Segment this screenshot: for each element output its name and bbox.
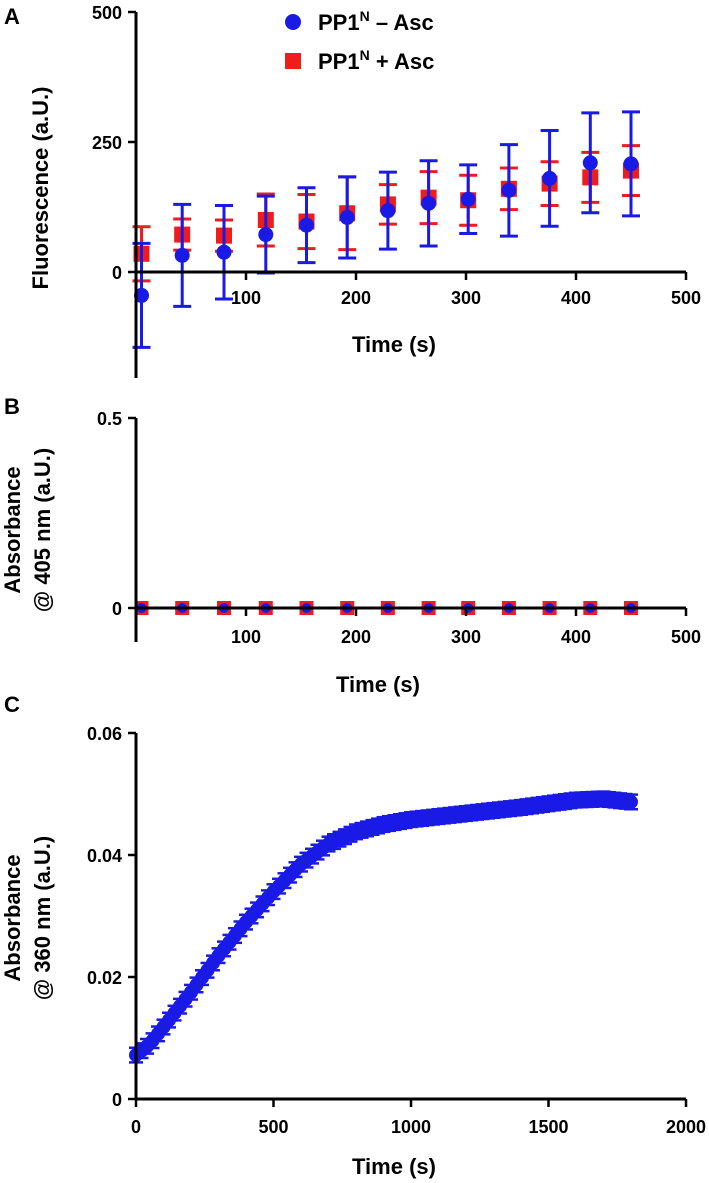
a-point-1-9: [501, 182, 517, 198]
b-x-tick-label: 500: [671, 627, 701, 647]
c-x-tick-label: 1500: [528, 1117, 568, 1137]
c-x-tick-label: 500: [258, 1117, 288, 1137]
a-point-1-12: [623, 156, 639, 172]
c-x-tick-label: 2000: [666, 1117, 706, 1137]
a-y-tick-label: 500: [92, 3, 122, 23]
legend-minus-label: PP1N – Asc: [318, 8, 434, 35]
panel-a: A 100 200 300 400 500 0 250 500 Time (s) Fluore…: [4, 3, 701, 378]
b-x-tick-label: 300: [451, 627, 481, 647]
a-point-1-4: [299, 217, 314, 233]
b-x-tick-label: 400: [561, 627, 591, 647]
panel-label-c: C: [4, 692, 20, 717]
c-y-tick-label: 0.02: [87, 968, 122, 988]
panel-label-b: B: [4, 394, 20, 419]
legend-plus-label: PP1N + Asc: [318, 47, 434, 74]
a-point-1-7: [421, 195, 437, 211]
a-y-tick-label: 250: [92, 133, 122, 153]
legend: PP1N – Asc PP1N + Asc: [285, 8, 434, 74]
a-point-1-0: [134, 287, 149, 303]
b-x-tick-label: 100: [231, 627, 261, 647]
a-point-1-3: [258, 227, 274, 243]
legend-plus-marker: [285, 53, 301, 69]
b-y-title-line1: Absorbance: [0, 466, 25, 593]
a-point-1-1: [174, 247, 190, 263]
c-y-title-line2: @ 360 nm (a.U.): [30, 836, 55, 1001]
panel-c: C 0 500 1000 1500 2000 0 0.02 0.04 0.06 Time (s)…: [0, 692, 706, 1179]
b-y-tick-label: 0.5: [97, 409, 122, 429]
a-x-title: Time (s): [352, 332, 436, 357]
a-point-1-11: [582, 155, 598, 171]
c-y-title-line1: Absorbance: [0, 854, 25, 981]
a-point-1-5: [339, 209, 355, 225]
a-point-1-8: [460, 191, 476, 207]
c-y-tick-label: 0.04: [87, 846, 122, 866]
panel-label-a: A: [4, 4, 20, 29]
b-y-title-line2: @ 405 nm (a.U.): [30, 448, 55, 613]
a-point-1-10: [542, 170, 558, 186]
b-x-tick-label: 200: [341, 627, 371, 647]
c-x-tick-label: 1000: [391, 1117, 431, 1137]
panel-b: B 100 200 300 400 500 0 0.5 Time (s) Absorbanc…: [0, 394, 701, 697]
c-series-minus: [129, 790, 638, 1064]
b-series-minus: [136, 603, 636, 613]
c-y-tick-label: 0: [112, 1090, 122, 1110]
a-series-minus: [132, 110, 640, 349]
a-x-tick-label: 400: [561, 288, 591, 308]
c-x-tick-label: 0: [131, 1117, 141, 1137]
a-y-tick-label: 0: [112, 263, 122, 283]
a-point-1-2: [216, 244, 232, 260]
legend-minus-marker: [285, 14, 301, 30]
a-y-title: Fluorescence (a.U.): [28, 87, 53, 290]
a-point-1-6: [380, 203, 396, 219]
c-x-title: Time (s): [352, 1154, 436, 1179]
c-y-tick-label: 0.06: [87, 724, 122, 744]
a-x-tick-label: 200: [341, 288, 371, 308]
c-point: [624, 794, 638, 809]
a-x-tick-label: 300: [451, 288, 481, 308]
a-x-tick-label: 100: [231, 288, 261, 308]
b-y-tick-label: 0: [112, 599, 122, 619]
b-x-title: Time (s): [336, 672, 420, 697]
a-x-tick-label: 500: [671, 288, 701, 308]
